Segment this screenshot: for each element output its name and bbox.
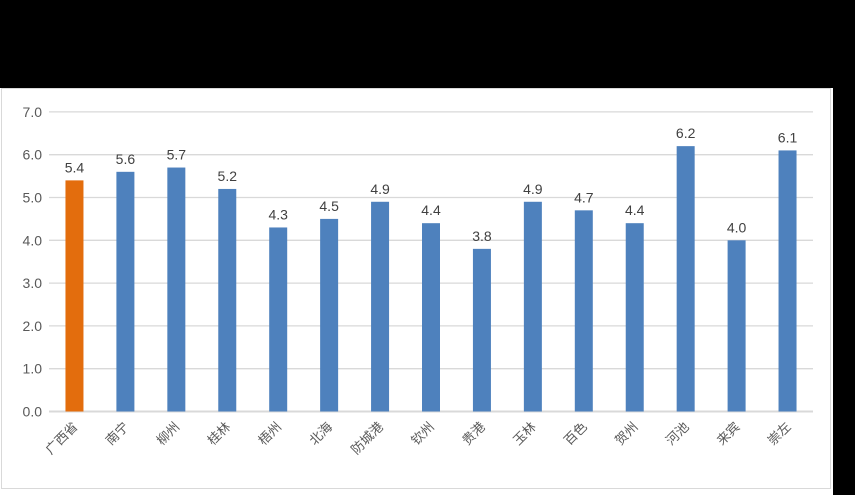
bar-value-label: 3.8 [472, 228, 492, 244]
x-axis-category-label: 来宾 [714, 419, 743, 448]
bar-value-label: 5.4 [65, 159, 85, 175]
y-axis-tick-label: 0.0 [23, 404, 43, 420]
bar-value-label: 4.0 [727, 219, 747, 235]
x-axis-category-label: 贵港 [459, 419, 488, 448]
x-axis-category-label: 崇左 [765, 419, 794, 448]
bar-value-label: 4.4 [421, 202, 441, 218]
x-axis-category-label: 桂林 [204, 419, 233, 448]
bar[interactable] [422, 223, 440, 412]
bar[interactable] [167, 167, 186, 412]
bar-value-label: 4.9 [523, 181, 543, 197]
bar-value-label: 4.9 [370, 181, 390, 197]
bar[interactable] [523, 201, 542, 412]
bar[interactable] [218, 188, 237, 412]
x-axis-category-label: 广西省 [42, 419, 80, 457]
y-axis-tick-label: 2.0 [23, 318, 43, 334]
bar-value-label: 4.4 [625, 202, 645, 218]
bar[interactable] [320, 218, 339, 412]
bar-value-label: 5.6 [116, 151, 136, 167]
y-axis-tick-label: 7.0 [23, 104, 43, 120]
top-black-band [0, 0, 855, 88]
bar-value-label: 4.5 [319, 198, 339, 214]
bar[interactable] [727, 240, 746, 412]
bar-chart-svg: 0.0 1.0 2.0 3.0 4.0 5.0 6.0 7.0 5.4 广西省 5.6 南宁 5.7 柳州… [23, 104, 813, 457]
right-black-band [833, 0, 855, 495]
bar[interactable] [269, 227, 288, 412]
x-axis-category-label: 柳州 [153, 419, 182, 448]
y-axis-tick-label: 4.0 [23, 232, 43, 248]
chart-panel: 0.0 1.0 2.0 3.0 4.0 5.0 6.0 7.0 5.4 广西省 5.6 南宁 5.7 柳州… [0, 88, 833, 495]
x-axis-category-label: 贺州 [612, 419, 641, 448]
x-axis-category-label: 钦州 [408, 419, 437, 448]
bar[interactable] [371, 201, 390, 412]
x-axis-category-label: 南宁 [103, 419, 132, 448]
bar[interactable] [116, 171, 135, 412]
x-axis-category-label: 河池 [663, 419, 692, 448]
bar-value-label: 5.7 [167, 147, 187, 163]
bar[interactable] [574, 210, 593, 412]
y-axis-tick-label: 3.0 [23, 275, 43, 291]
bar[interactable] [65, 180, 84, 412]
bar[interactable] [676, 146, 695, 412]
bar-value-label: 4.3 [268, 206, 288, 222]
y-axis-tick-label: 1.0 [23, 361, 43, 377]
bar-value-label: 5.2 [218, 168, 238, 184]
x-axis-category-label: 玉林 [510, 419, 539, 448]
bar-value-label: 4.7 [574, 189, 594, 205]
bar[interactable] [778, 150, 797, 412]
x-axis-category-label: 梧州 [255, 419, 284, 448]
x-axis-category-label: 百色 [561, 419, 590, 448]
y-axis-tick-label: 5.0 [23, 190, 43, 206]
bar[interactable] [625, 223, 644, 412]
x-axis-category-label: 北海 [306, 419, 335, 448]
bar-value-label: 6.2 [676, 125, 696, 141]
x-axis-category-label: 防城港 [348, 419, 386, 457]
bar[interactable] [472, 248, 491, 412]
bar-value-label: 6.1 [778, 129, 798, 145]
y-axis-tick-label: 6.0 [23, 147, 43, 163]
